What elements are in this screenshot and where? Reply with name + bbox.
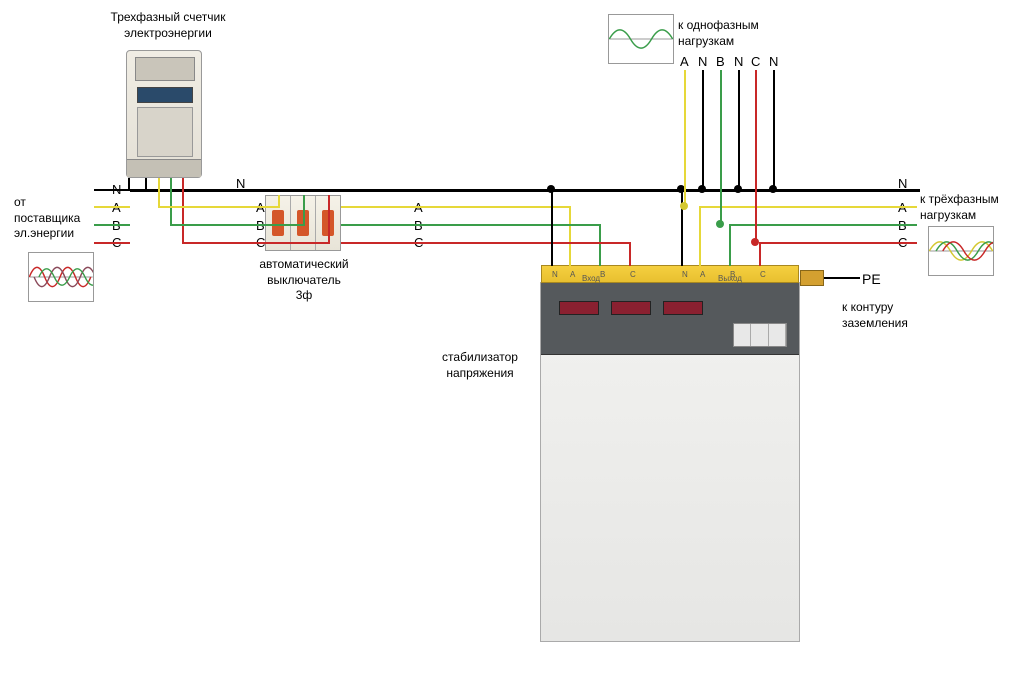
wave-input [28, 252, 94, 302]
stub-B [94, 224, 130, 226]
dot-A-riser [680, 202, 688, 210]
wire-A-tobreaker [158, 206, 278, 208]
wave-three-phase [928, 226, 994, 276]
wire-C-breaker-in [328, 195, 330, 244]
wire-C-stabout [759, 242, 761, 266]
wire-A-meter [158, 178, 160, 208]
label-top-N3: N [769, 54, 778, 69]
riser-N2 [738, 70, 740, 191]
three-phase-label: к трёхфазнымнагрузкам [920, 192, 1010, 223]
wire-B-stabout [729, 224, 731, 266]
pe-wire [824, 277, 860, 279]
wave-single-phase [608, 14, 674, 64]
wire-B-stabdrop [599, 224, 601, 266]
wire-B-tobreaker [170, 224, 304, 226]
wire-N-stabdrop [551, 189, 553, 266]
wire-A-breaker-in [278, 195, 280, 208]
stub-N-up [128, 178, 130, 191]
stabilizer-label: стабилизаторнапряжения [430, 350, 530, 381]
dot-N2-riser [734, 185, 742, 193]
wire-C-meter [182, 178, 184, 244]
riser-N3 [773, 70, 775, 191]
energy-meter [126, 50, 202, 178]
dot-N-stabin [547, 185, 555, 193]
pe-label: PE [862, 270, 881, 288]
wire-B-meter [170, 178, 172, 226]
single-phase-label: к однофазнымнагрузкам [678, 18, 778, 49]
riser-N1 [702, 70, 704, 191]
wire-B-breaker-in [303, 195, 305, 226]
wire-A-stabout [699, 206, 701, 266]
stub-C [94, 242, 130, 244]
riser-B [720, 70, 722, 226]
supplier-label: отпоставщикаэл.энергии [14, 195, 84, 242]
label-top-B: B [716, 54, 725, 69]
bus-A-out [699, 206, 917, 208]
dot-N1-riser [698, 185, 706, 193]
riser-C [755, 70, 757, 244]
bus-C-out [759, 242, 917, 244]
voltage-stabilizer: N A B C N A B C Вход Выход [540, 282, 800, 642]
wire-A-postbreaker [341, 206, 571, 208]
wire-N-stabout [681, 189, 683, 266]
dot-C-riser [751, 238, 759, 246]
wire-C-postbreaker [341, 242, 631, 244]
stub-A [94, 206, 130, 208]
wire-N-meter [145, 178, 147, 191]
breaker-label: автоматическийвыключатель3ф [244, 257, 364, 304]
ground-label: к контурузаземления [842, 300, 932, 331]
label-top-C: C [751, 54, 760, 69]
pe-connector [800, 270, 824, 286]
bus-B-out [729, 224, 917, 226]
meter-title: Трехфазный счетчикэлектроэнергии [88, 10, 248, 41]
wire-C-tobreaker [182, 242, 330, 244]
stub-N [94, 189, 130, 191]
riser-A [684, 70, 686, 208]
wire-B-postbreaker [341, 224, 601, 226]
wire-A-stabdrop [569, 206, 571, 266]
wire-C-stabdrop [629, 242, 631, 266]
stabilizer-terminal-strip: N A B C N A B C Вход Выход [541, 265, 799, 283]
label-top-A: A [680, 54, 689, 69]
dot-N3-riser [769, 185, 777, 193]
label-top-N2: N [734, 54, 743, 69]
bus-N [130, 189, 920, 192]
label-top-N1: N [698, 54, 707, 69]
dot-B-riser [716, 220, 724, 228]
